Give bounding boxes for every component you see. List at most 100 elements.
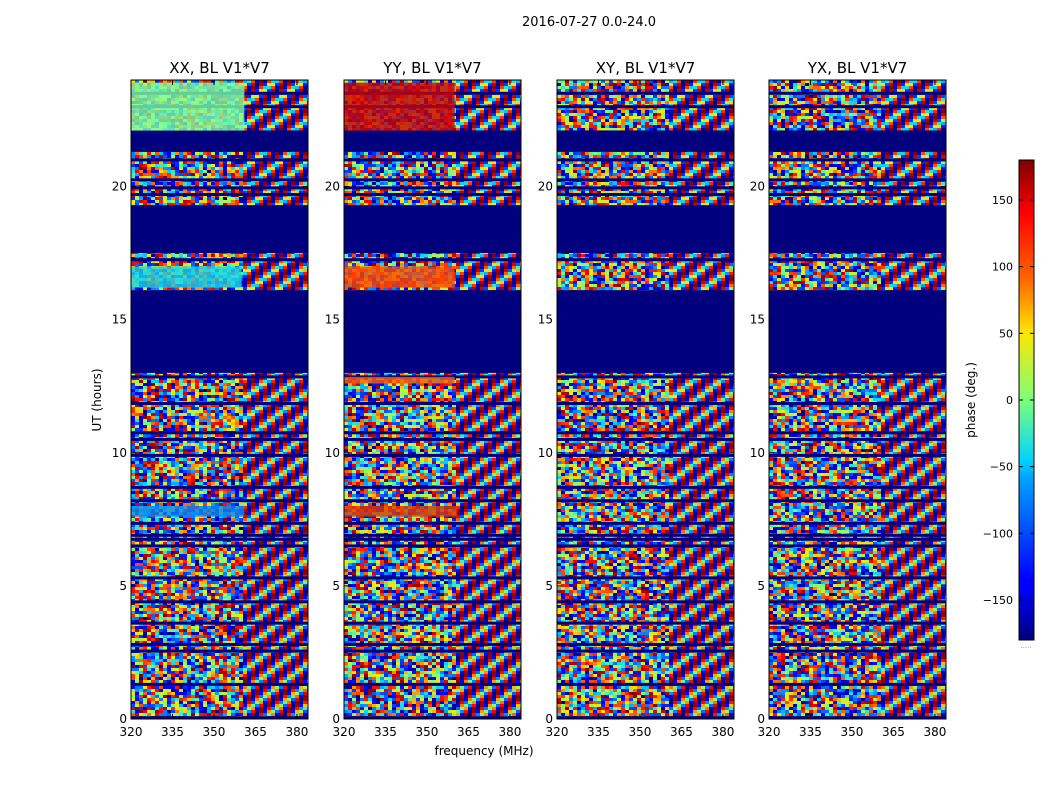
flagged-row — [557, 130, 734, 134]
flagged-row — [344, 258, 521, 262]
flagged-row — [557, 401, 734, 405]
flagged-row — [131, 716, 308, 719]
phase-band — [131, 205, 308, 254]
flagged-row — [769, 649, 946, 653]
y-tick-label: 5 — [545, 579, 553, 593]
flagged-row — [344, 158, 521, 162]
flagged-row — [557, 186, 734, 190]
figure-suptitle: 2016-07-27 0.0-24.0 — [522, 15, 656, 30]
x-tick-label: 350 — [841, 725, 864, 739]
y-tick-label: 15 — [750, 313, 765, 327]
flagged-row — [557, 91, 734, 95]
y-tick-label: 15 — [538, 313, 553, 327]
flagged-row — [769, 453, 946, 457]
panel-title: XY, BL V1*V7 — [596, 59, 696, 77]
flagged-row — [557, 290, 734, 294]
flagged-row — [131, 437, 308, 441]
flagged-row — [769, 375, 946, 379]
flagged-row — [557, 533, 734, 537]
flagged-row — [557, 642, 734, 646]
flagged-row — [557, 258, 734, 262]
flagged-row — [131, 178, 308, 182]
phase-band — [344, 376, 455, 384]
flagged-row — [557, 682, 734, 686]
flagged-row — [769, 105, 946, 109]
y-tick-label: 20 — [325, 180, 340, 194]
y-tick-label: 20 — [538, 180, 553, 194]
flagged-row — [769, 485, 946, 489]
colorbar-tick-label: 150 — [992, 194, 1013, 207]
panel-3: XY, BL V1*V7 320 335 350 365 380 0 5 10 15 20 — [538, 59, 735, 739]
flagged-row — [769, 91, 946, 95]
flagged-row — [344, 401, 521, 405]
panel-4: YX, BL V1*V7 320 335 350 365 380 0 5 10 15 20 — [750, 59, 947, 739]
flagged-row — [769, 158, 946, 162]
flagged-row — [131, 544, 308, 548]
panel-title: XX, BL V1*V7 — [169, 59, 270, 77]
flagged-row — [769, 437, 946, 441]
x-tick-label: 380 — [923, 725, 946, 739]
flagged-row — [344, 682, 521, 686]
x-tick-label: 380 — [285, 725, 308, 739]
flagged-row — [769, 401, 946, 405]
panel-frame — [768, 79, 947, 720]
y-tick-label: 0 — [757, 712, 765, 726]
phase-band — [344, 293, 521, 373]
flagged-row — [131, 186, 308, 190]
flagged-row — [769, 130, 946, 134]
x-tick-label: 365 — [244, 725, 267, 739]
x-tick-label: 335 — [587, 725, 610, 739]
flagged-row — [557, 453, 734, 457]
flagged-row — [769, 716, 946, 719]
y-tick-label: 10 — [750, 446, 765, 460]
flagged-row — [131, 130, 308, 134]
flagged-row — [344, 130, 521, 134]
phase-band — [131, 266, 242, 288]
phase-band — [131, 133, 308, 152]
flagged-row — [344, 576, 521, 580]
flagged-row — [557, 716, 734, 719]
phase-band — [344, 266, 455, 288]
flagged-row — [131, 649, 308, 653]
flagged-row — [131, 521, 308, 525]
flagged-row — [769, 544, 946, 548]
y-tick-label: 20 — [112, 180, 127, 194]
x-axis-label: frequency (MHz) — [434, 744, 533, 758]
panel-image — [131, 80, 308, 719]
flagged-row — [769, 258, 946, 262]
flagged-row — [131, 258, 308, 262]
flagged-row — [769, 431, 946, 435]
flagged-row — [344, 521, 521, 525]
phase-band — [344, 506, 458, 517]
phase-band — [769, 293, 946, 373]
flagged-row — [131, 576, 308, 580]
flagged-row — [769, 537, 946, 541]
panel-image — [557, 80, 734, 719]
flagged-row — [557, 521, 734, 525]
panel-2: YY, BL V1*V7 320 335 350 365 380 0 5 10 15 20 — [325, 59, 522, 739]
colorbar: −150 −100 −50 0 50 100 150 phase (deg.) ..... — [964, 159, 1035, 650]
y-tick-label: 10 — [112, 446, 127, 460]
colorbar-tick-label: 50 — [999, 327, 1013, 340]
x-tick-label: 380 — [711, 725, 734, 739]
flagged-row — [344, 431, 521, 435]
colorbar-tick-label: −150 — [983, 594, 1013, 607]
colorbar-label: phase (deg.) — [964, 362, 978, 438]
flagged-row — [557, 375, 734, 379]
panel-frame — [130, 79, 309, 720]
flagged-row — [344, 716, 521, 719]
flagged-row — [344, 621, 521, 625]
flagged-row — [557, 431, 734, 435]
phase-band — [557, 205, 734, 254]
phase-band — [131, 82, 245, 131]
flagged-row — [557, 485, 734, 489]
flagged-row — [131, 401, 308, 405]
phase-band — [769, 133, 946, 152]
flagged-row — [769, 186, 946, 190]
flagged-row — [557, 158, 734, 162]
flagged-row — [344, 649, 521, 653]
flagged-row — [557, 178, 734, 182]
y-tick-label: 15 — [112, 313, 127, 327]
flagged-row — [344, 453, 521, 457]
